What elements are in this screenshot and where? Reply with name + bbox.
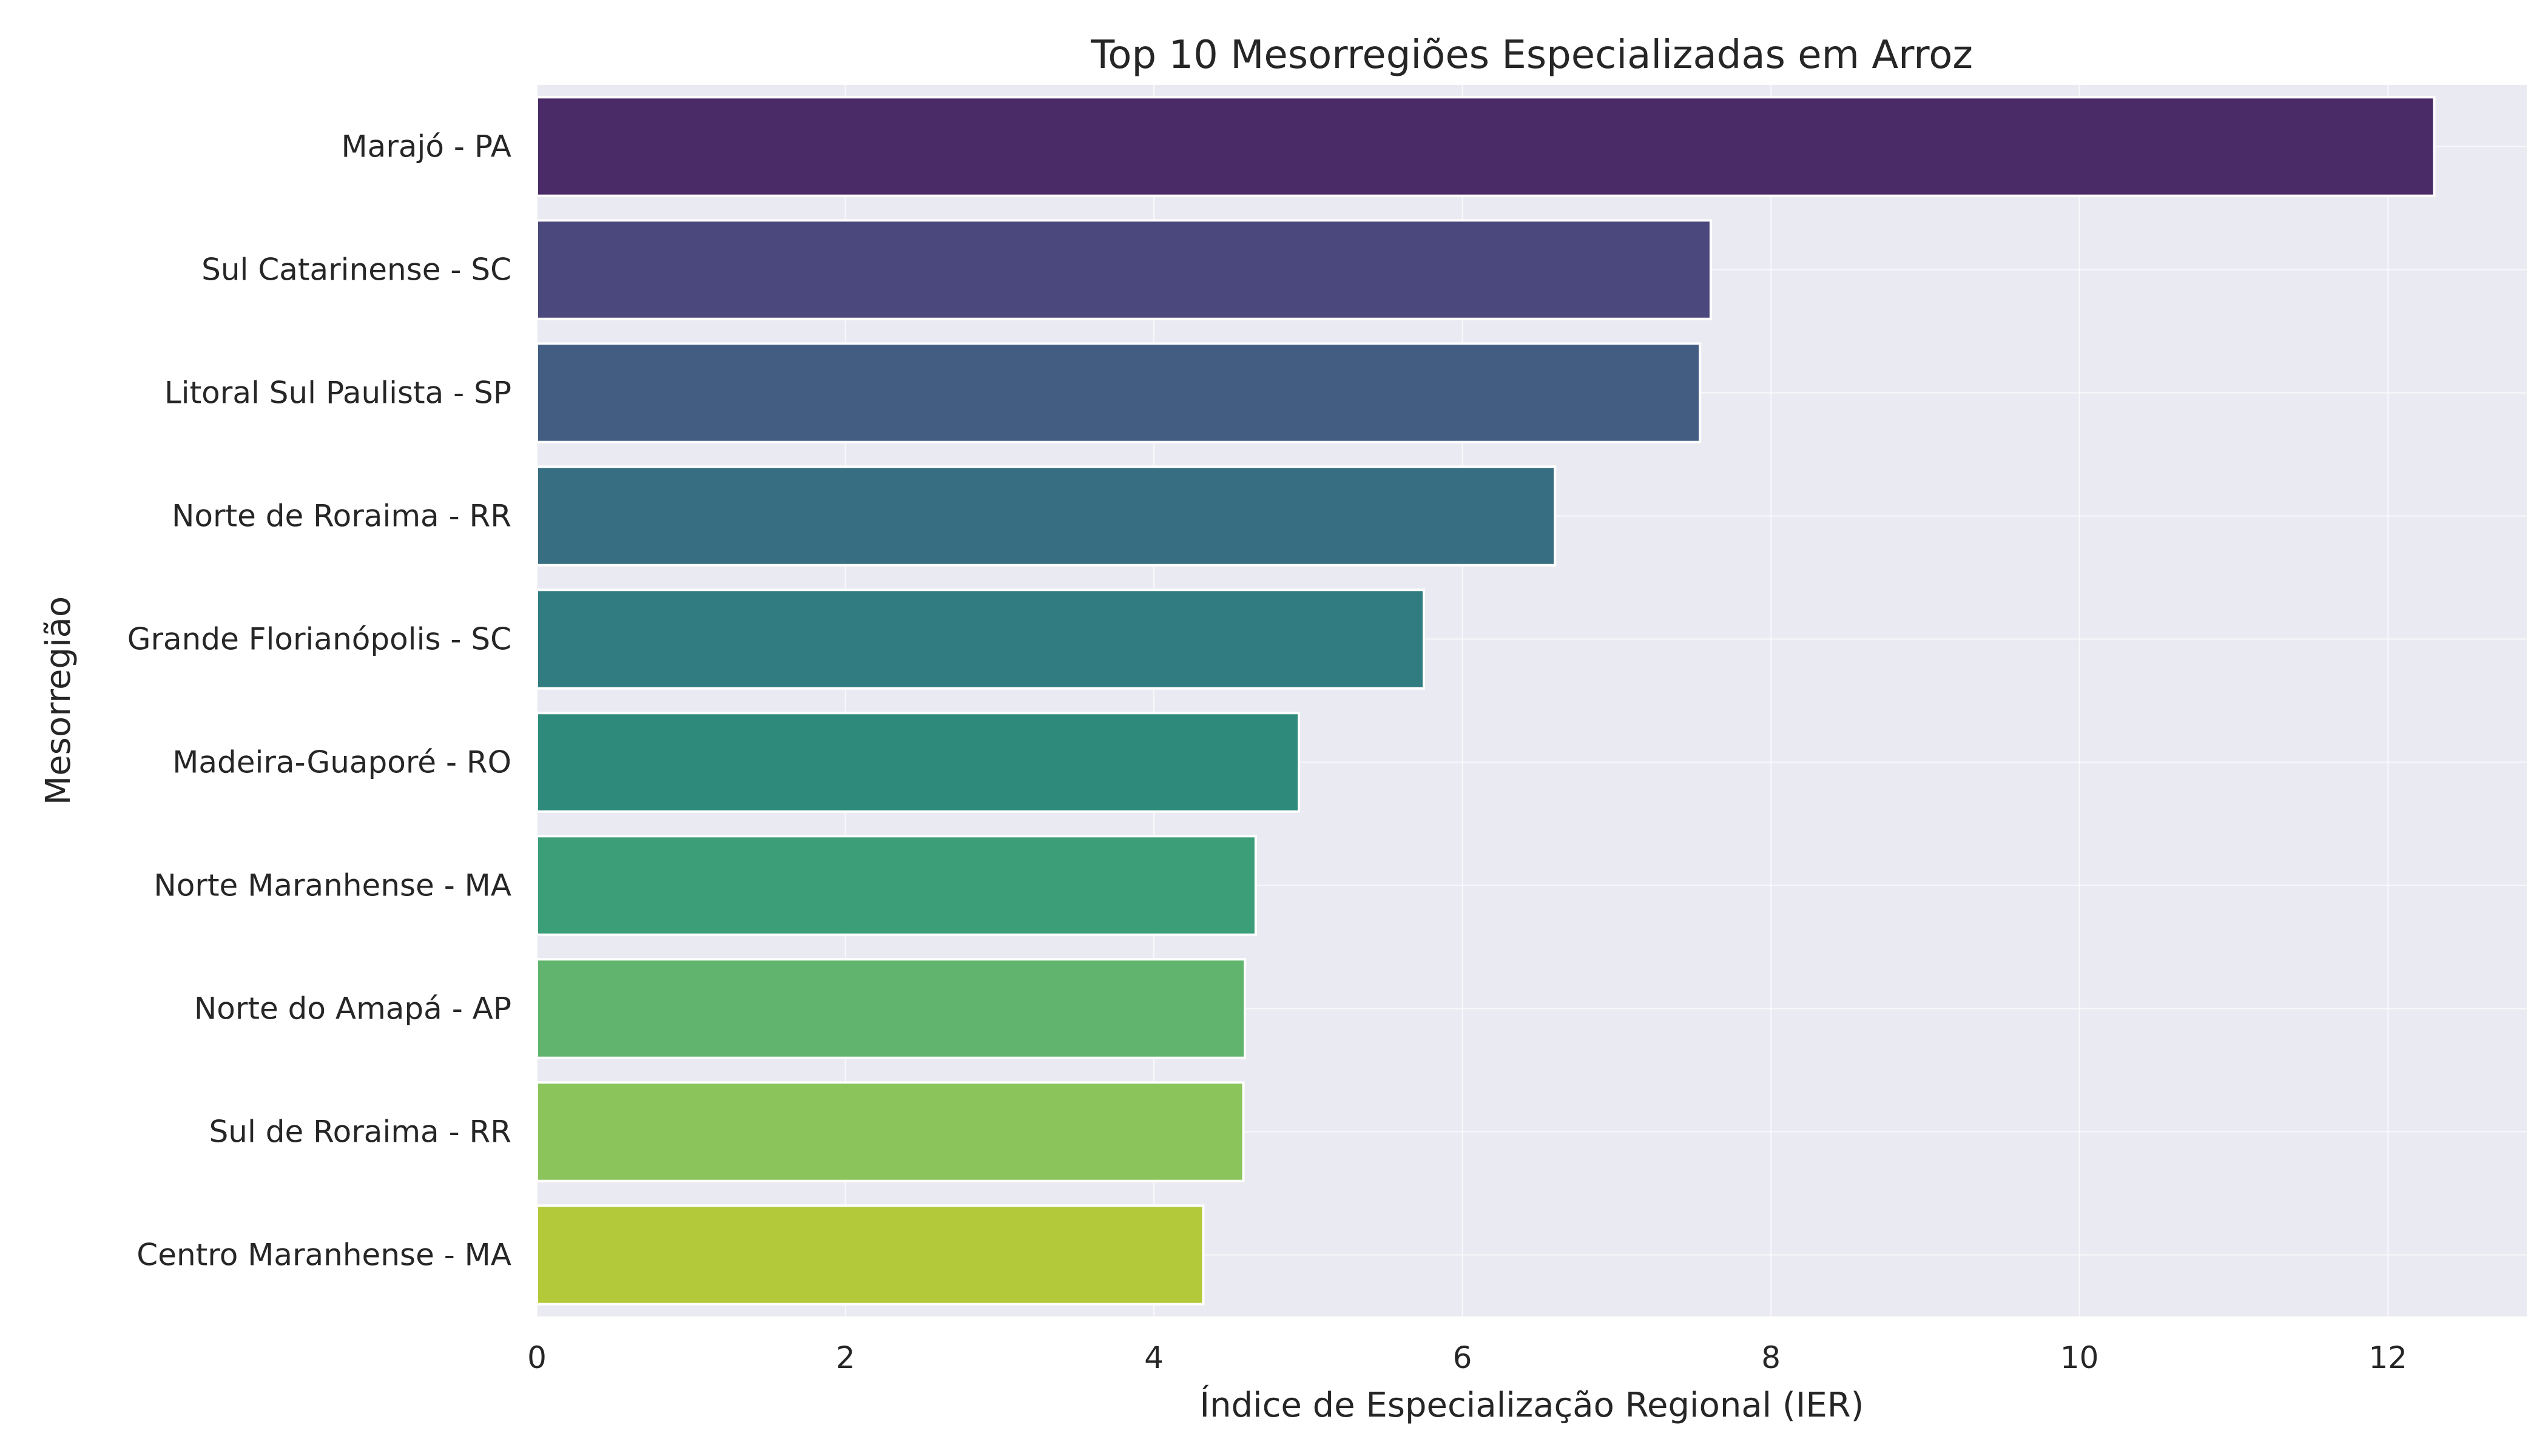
bar [536,96,2436,197]
x-tick-label: 0 [527,1340,547,1375]
y-tick-label: Marajó - PA [342,129,511,164]
x-tick-label: 6 [1453,1340,1472,1375]
x-tick-labels: 0 2 4 6 8 10 12 [527,1340,2407,1375]
bar [536,835,1257,936]
y-tick-label: Norte Maranhense - MA [153,868,511,903]
y-tick-label: Litoral Sul Paulista - SP [164,376,511,411]
bar [536,1204,1205,1306]
y-tick-label: Norte de Roraima - RR [172,499,511,534]
x-tick-label: 12 [2368,1340,2407,1375]
bars [536,96,2436,1306]
bar [536,958,1247,1059]
x-tick-label: 4 [1144,1340,1164,1375]
chart-title: Top 10 Mesorregiões Especializadas em Ar… [1090,33,1973,78]
y-tick-label: Centro Maranhense - MA [136,1238,511,1273]
y-tick-labels: Marajó - PA Sul Catarinense - SC Litoral S… [127,129,511,1273]
x-tick-label: 8 [1761,1340,1781,1375]
y-tick-label: Madeira-Guaporé - RO [172,745,511,780]
x-tick-label: 2 [836,1340,855,1375]
x-axis-label: Índice de Especialização Regional (IER) [1199,1385,1864,1425]
y-tick-label: Grande Florianópolis - SC [127,622,511,657]
y-tick-label: Sul de Roraima - RR [209,1114,511,1150]
bar [536,219,1712,320]
bar [536,1081,1245,1182]
y-tick-label: Sul Catarinense - SC [201,252,511,288]
y-axis-label: Mesorregião [39,596,78,805]
y-tick-label: Norte do Amapá - AP [194,991,511,1026]
bar [536,588,1426,690]
bar [536,342,1702,443]
bar [536,712,1301,813]
x-tick-label: 10 [2060,1340,2099,1375]
bar [536,465,1557,567]
